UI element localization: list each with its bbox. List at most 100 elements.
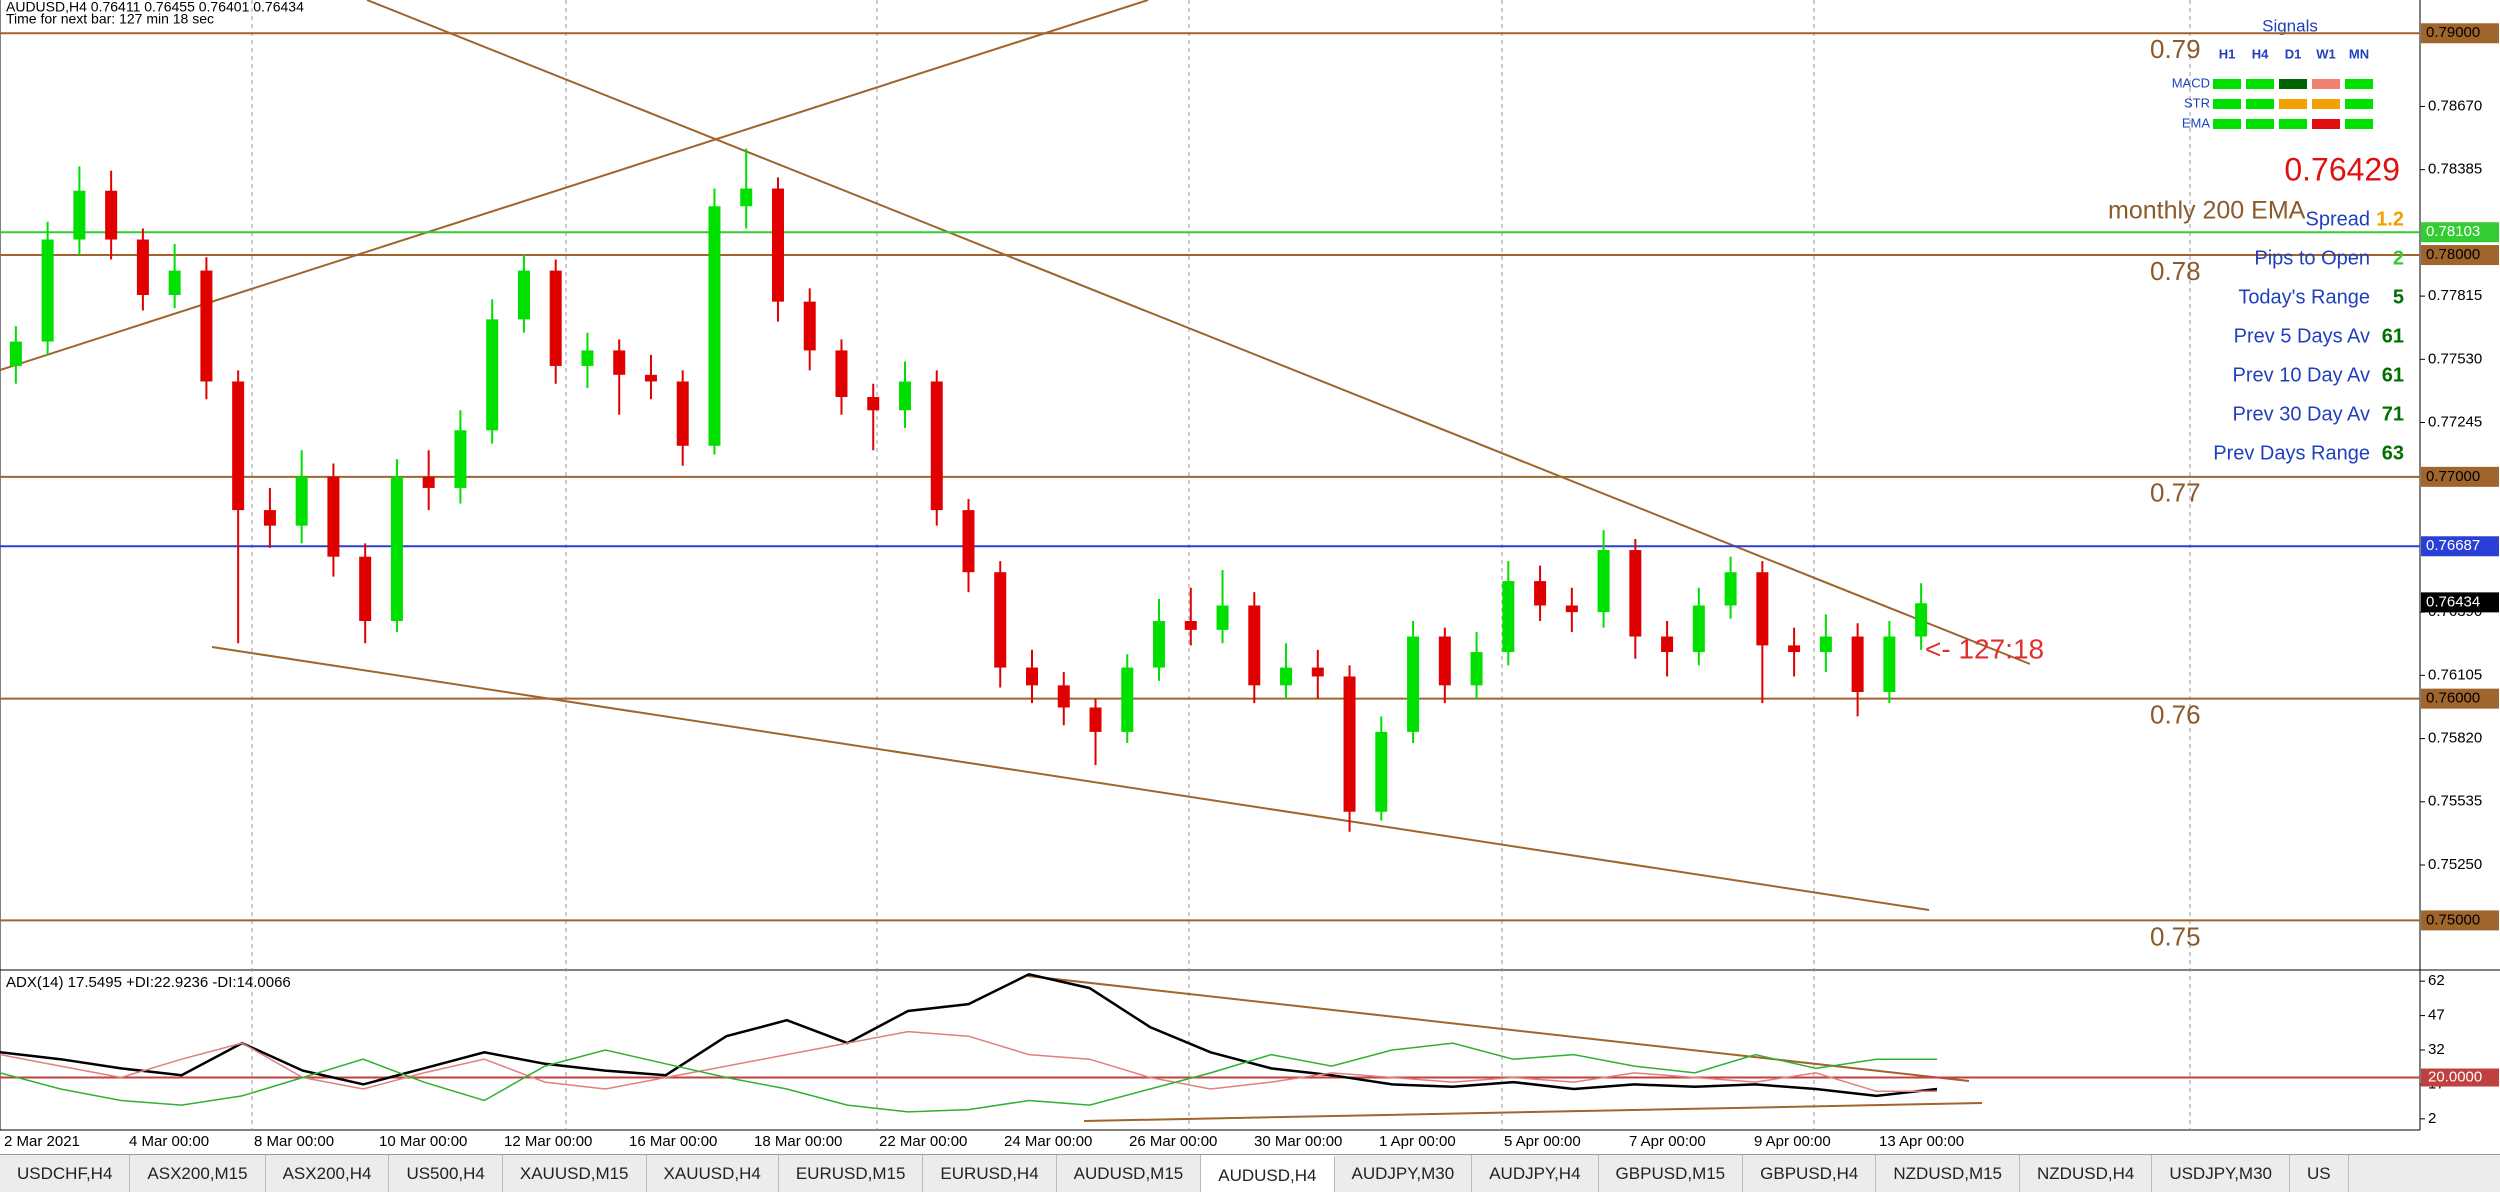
signal-box — [2246, 99, 2274, 109]
candle-body — [644, 374, 657, 382]
chart-tab[interactable]: AUDUSD,H4 — [1201, 1155, 1335, 1192]
trendlines — [0, 0, 2031, 1122]
candle-body — [1216, 605, 1229, 630]
candle-body — [835, 350, 848, 398]
chart-tab[interactable]: AUDJPY,H4 — [1472, 1155, 1599, 1192]
candle-body — [1184, 621, 1197, 630]
trendline — [1027, 975, 1970, 1082]
candle-body — [390, 476, 403, 622]
y-tick-label: 0.75535 — [2428, 793, 2482, 810]
level-box — [2421, 536, 2499, 557]
candle-body — [105, 190, 118, 240]
adx-y-tick-label: 47 — [2428, 1007, 2445, 1024]
x-tick-label: 10 Mar 00:00 — [379, 1133, 467, 1150]
stat-value: 61 — [2382, 364, 2404, 386]
chart-tab[interactable]: EURUSD,M15 — [779, 1155, 924, 1192]
signal-row-label: MACD — [2172, 75, 2210, 90]
chart-window: AUDUSD,H4 0.76411 0.76455 0.76401 0.7643… — [0, 0, 2500, 1154]
level-box — [2421, 688, 2499, 709]
candle-body — [1692, 605, 1705, 653]
trendline — [1083, 1102, 1983, 1122]
x-tick-label: 22 Mar 00:00 — [879, 1133, 967, 1150]
current-price: 0.76429 — [2284, 151, 2400, 187]
chart-tab[interactable]: XAUUSD,H4 — [647, 1155, 779, 1192]
background — [0, 0, 2500, 1154]
signal-row-label: EMA — [2182, 115, 2211, 130]
level-label: 0.78000 — [2426, 246, 2480, 263]
level-value-label: 0.79 — [2150, 34, 2201, 64]
candle-body — [1565, 605, 1578, 613]
signal-box — [2345, 79, 2373, 89]
y-tick-label: 0.76105 — [2428, 666, 2482, 683]
y-tick-label: 0.77815 — [2428, 287, 2482, 304]
chart-tab[interactable]: US500,H4 — [389, 1155, 503, 1192]
x-tick-label: 26 Mar 00:00 — [1129, 1133, 1217, 1150]
x-tick-label: 8 Mar 00:00 — [254, 1133, 334, 1150]
level-value-label: 0.75 — [2150, 921, 2201, 951]
level-box — [2421, 245, 2499, 266]
adx-y-tick-label: 32 — [2428, 1041, 2445, 1058]
chart-tab[interactable]: NZDUSD,H4 — [2020, 1155, 2153, 1192]
stat-label: Prev Days Range — [2213, 442, 2370, 464]
candle-body — [1089, 707, 1102, 732]
signal-box — [2279, 99, 2307, 109]
x-tick-label: 4 Mar 00:00 — [129, 1133, 209, 1150]
candle-body — [1343, 676, 1356, 812]
signal-column: H4 — [2252, 46, 2269, 61]
adx-title: ADX(14) 17.5495 +DI:22.9236 -DI:14.0066 — [6, 974, 291, 991]
trendline — [0, 0, 1149, 371]
candle-body — [549, 270, 562, 366]
candle-body — [200, 270, 213, 382]
candle-body — [1121, 667, 1134, 732]
x-tick-label: 9 Apr 00:00 — [1754, 1133, 1831, 1150]
candle-body — [1470, 652, 1483, 686]
x-tick-label: 16 Mar 00:00 — [629, 1133, 717, 1150]
signal-column: W1 — [2316, 46, 2336, 61]
x-tick-label: 5 Apr 00:00 — [1504, 1133, 1581, 1150]
chart-tab[interactable]: US — [2290, 1155, 2349, 1192]
stat-label: Spread — [2306, 208, 2371, 230]
x-tick-label: 2 Mar 2021 — [4, 1133, 80, 1150]
chart-tab[interactable]: USDJPY,M30 — [2152, 1155, 2290, 1192]
chart-tab[interactable]: ASX200,H4 — [266, 1155, 390, 1192]
candle-body — [581, 350, 594, 366]
candle-body — [708, 206, 721, 446]
chart-tab[interactable]: EURUSD,H4 — [923, 1155, 1057, 1192]
stat-label: Prev 5 Days Av — [2234, 325, 2370, 347]
chart-tab[interactable]: AUDJPY,M30 — [1335, 1155, 1473, 1192]
chart-tab[interactable]: USDCHF,H4 — [0, 1155, 131, 1192]
adx-line — [0, 1042, 1937, 1113]
candle-body — [1057, 685, 1070, 708]
symbol-line: AUDUSD,H4 0.76411 0.76455 0.76401 0.7643… — [6, 0, 304, 15]
candle-body — [1629, 550, 1642, 637]
x-tick-label: 7 Apr 00:00 — [1629, 1133, 1706, 1150]
candle-body — [962, 510, 975, 573]
chart-tab[interactable]: GBPUSD,M15 — [1599, 1155, 1744, 1192]
signal-column: D1 — [2285, 46, 2302, 61]
chart-tab[interactable]: NZDUSD,M15 — [1876, 1155, 2021, 1192]
candle-body — [676, 381, 689, 446]
candle-body — [1153, 621, 1166, 668]
x-tick-label: 12 Mar 00:00 — [504, 1133, 592, 1150]
candle-body — [1851, 636, 1864, 692]
signal-box — [2345, 119, 2373, 129]
signal-box — [2312, 79, 2340, 89]
level-label: 0.77000 — [2426, 468, 2480, 485]
stat-value: 5 — [2393, 286, 2404, 308]
stat-label: Today's Range — [2238, 286, 2370, 308]
adx-y-tick-label: 2 — [2428, 1110, 2436, 1127]
chart-tab[interactable]: XAUUSD,M15 — [503, 1155, 647, 1192]
chart-tab[interactable]: GBPUSD,H4 — [1743, 1155, 1877, 1192]
chart-tab[interactable]: AUDUSD,M15 — [1057, 1155, 1202, 1192]
chart-tab[interactable]: ASX200,M15 — [130, 1155, 266, 1192]
candle-body — [1756, 572, 1769, 646]
tab-bar: USDCHF,H4 ASX200,M15 ASX200,H4 US500,H4 XAUU… — [0, 1154, 2500, 1192]
candle-body — [1438, 636, 1451, 686]
level-label: 0.78103 — [2426, 223, 2480, 240]
x-tick-label: 1 Apr 00:00 — [1379, 1133, 1456, 1150]
y-tick-label: 0.77245 — [2428, 413, 2482, 430]
candle-body — [1597, 550, 1610, 613]
timer: Time for next bar: 127 min 18 sec — [6, 11, 214, 27]
x-tick-label: 24 Mar 00:00 — [1004, 1133, 1092, 1150]
